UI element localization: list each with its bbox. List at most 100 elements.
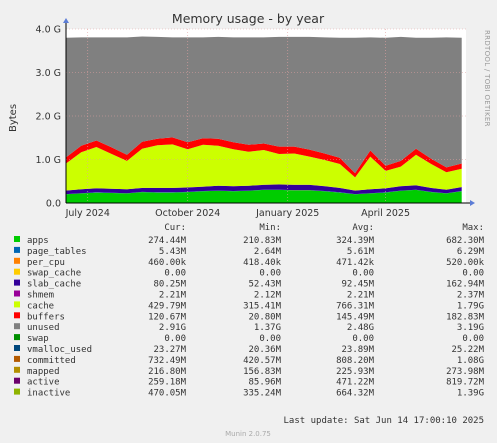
legend-cur: 23.27M bbox=[153, 345, 186, 355]
legend-swatch-shmem bbox=[14, 290, 20, 297]
legend-avg: 23.89M bbox=[341, 345, 374, 355]
legend-swatch-committed bbox=[14, 355, 20, 362]
legend-max: 2.37M bbox=[457, 291, 485, 301]
legend-cur: 470.05M bbox=[148, 389, 187, 399]
legend-name: committed bbox=[27, 356, 76, 366]
legend-max: 819.72M bbox=[446, 378, 485, 388]
legend-swatch-active bbox=[14, 377, 20, 384]
x-tick-label: April 2025 bbox=[361, 208, 410, 219]
legend-max: 273.98M bbox=[446, 367, 485, 377]
legend-max: 1.08G bbox=[457, 356, 484, 366]
legend-avg: 225.93M bbox=[336, 367, 375, 377]
legend-cur: 429.79M bbox=[148, 301, 187, 311]
legend-header: Avg: bbox=[352, 223, 374, 233]
x-axis-arrow bbox=[470, 200, 475, 206]
legend-min: 52.43M bbox=[248, 280, 281, 290]
legend-header: Max: bbox=[462, 223, 484, 233]
legend-avg: 92.45M bbox=[341, 280, 374, 290]
legend-min: 0.00 bbox=[259, 334, 281, 344]
legend-max: 162.94M bbox=[446, 280, 485, 290]
legend-avg: 766.31M bbox=[336, 301, 375, 311]
legend-swatch-cache bbox=[14, 301, 20, 308]
legend-swatch-per-cpu bbox=[14, 257, 20, 264]
legend-name: slab_cache bbox=[27, 280, 81, 290]
legend-name: per_cpu bbox=[27, 258, 65, 268]
legend-avg: 664.32M bbox=[336, 389, 375, 399]
legend-swatch-slab-cache bbox=[14, 279, 20, 286]
legend-avg: 0.00 bbox=[352, 334, 374, 344]
legend-min: 1.37G bbox=[254, 323, 281, 333]
legend-max: 182.83M bbox=[446, 312, 485, 322]
legend-min: 20.36M bbox=[248, 345, 281, 355]
legend-name: shmem bbox=[27, 291, 54, 301]
legend-min: 2.64M bbox=[254, 247, 282, 257]
legend-swatch-unused bbox=[14, 323, 20, 330]
legend-max: 0.00 bbox=[462, 269, 484, 279]
legend-avg: 808.20M bbox=[336, 356, 375, 366]
legend-min: 2.12M bbox=[254, 291, 282, 301]
legend-avg: 324.39M bbox=[336, 236, 375, 246]
last-update: Last update: Sat Jun 14 17:00:10 2025 bbox=[284, 416, 484, 426]
legend-swatch-inactive bbox=[14, 388, 20, 395]
legend-name: active bbox=[27, 378, 60, 388]
legend-min: 20.80M bbox=[248, 312, 281, 322]
legend-min: 418.40k bbox=[243, 258, 282, 268]
legend-min: 315.41M bbox=[243, 301, 282, 311]
legend-max: 1.79G bbox=[457, 301, 484, 311]
series-area-apps bbox=[66, 189, 462, 203]
series-area-page-tables bbox=[66, 189, 462, 195]
legend-swatch-page-tables bbox=[14, 246, 20, 253]
legend-cur: 5.43M bbox=[159, 247, 187, 257]
legend-max: 25.22M bbox=[451, 345, 484, 355]
x-tick-label: July 2024 bbox=[65, 208, 110, 219]
legend-cur: 0.00 bbox=[164, 334, 186, 344]
y-tick-label: 1.0 G bbox=[36, 155, 62, 166]
side-label: RRDTOOL / TOBI OETIKER bbox=[483, 30, 491, 127]
legend-header: Cur: bbox=[164, 223, 186, 233]
legend-cur: 216.80M bbox=[148, 367, 187, 377]
legend-avg: 0.00 bbox=[352, 269, 374, 279]
legend-max: 6.29M bbox=[457, 247, 485, 257]
legend-name: inactive bbox=[27, 389, 70, 399]
legend-avg: 471.42k bbox=[336, 258, 375, 268]
y-tick-label: 2.0 G bbox=[36, 112, 62, 123]
legend-min: 335.24M bbox=[243, 389, 282, 399]
legend-name: buffers bbox=[27, 312, 65, 322]
series-area-cache bbox=[66, 144, 462, 191]
y-tick-label: 3.0 G bbox=[36, 68, 62, 79]
legend-swatch-apps bbox=[14, 236, 20, 242]
legend-swatch-buffers bbox=[14, 312, 20, 319]
series-area-unused bbox=[66, 36, 462, 174]
legend-swatch-vmalloc-used bbox=[14, 345, 20, 351]
legend-max: 3.19G bbox=[457, 323, 484, 333]
legend-cur: 259.18M bbox=[148, 378, 187, 388]
legend-name: unused bbox=[27, 323, 60, 333]
legend-avg: 2.48G bbox=[347, 323, 374, 333]
y-tick-label: 4.0 G bbox=[36, 25, 62, 36]
legend-min: 210.83M bbox=[243, 236, 282, 246]
legend-avg: 2.21M bbox=[347, 291, 375, 301]
legend-name: mapped bbox=[27, 367, 60, 377]
x-tick-label: January 2025 bbox=[255, 208, 319, 219]
y-axis-arrow bbox=[63, 18, 69, 23]
legend-cur: 80.25M bbox=[153, 280, 186, 290]
legend-cur: 2.21M bbox=[159, 291, 187, 301]
legend-name: swap bbox=[27, 334, 49, 344]
legend-header: Min: bbox=[259, 223, 281, 233]
legend-swatch-swap-cache bbox=[14, 268, 20, 275]
y-axis-label: Bytes bbox=[8, 104, 19, 132]
legend-avg: 145.49M bbox=[336, 312, 375, 322]
legend-cur: 0.00 bbox=[164, 269, 186, 279]
legend-cur: 2.91G bbox=[159, 323, 186, 333]
legend-cur: 732.49M bbox=[148, 356, 187, 366]
legend-max: 1.39G bbox=[457, 389, 484, 399]
series-area-buffers bbox=[66, 137, 462, 178]
y-tick-label: 0.0 bbox=[46, 199, 61, 210]
x-tick-label: October 2024 bbox=[155, 208, 220, 219]
legend-max: 682.30M bbox=[446, 236, 485, 246]
legend-swatch-mapped bbox=[14, 366, 20, 373]
munin-version: Munin 2.0.75 bbox=[225, 430, 271, 438]
legend-max: 0.00 bbox=[462, 334, 484, 344]
legend-max: 520.00k bbox=[446, 258, 485, 268]
